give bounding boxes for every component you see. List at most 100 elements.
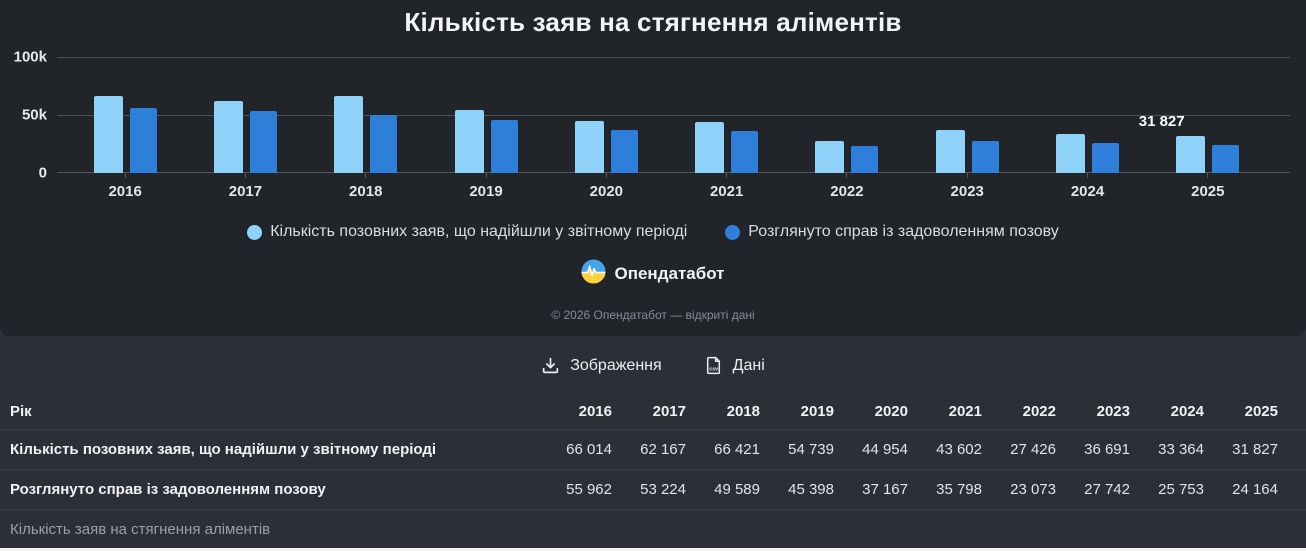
year-header-cell: 2025 [1244, 402, 1278, 420]
bar-group-2017 [185, 57, 305, 173]
download-icon [541, 356, 560, 375]
value-cell: 27 742 [1084, 481, 1130, 498]
x-axis-tick [244, 173, 246, 178]
bar-group-2024 [1027, 57, 1147, 173]
download-data-button[interactable]: csv Дані [704, 356, 765, 375]
x-axis-slot-2025: 2025 [1148, 173, 1268, 200]
x-axis-label: 2019 [469, 183, 503, 200]
value-cell: 37 167 [862, 481, 908, 498]
gridline-50k [57, 115, 1290, 116]
bar-series-1-2016[interactable] [129, 108, 157, 173]
bar-group-2023 [907, 57, 1027, 173]
x-axis-label: 2016 [108, 183, 142, 200]
x-axis-slot-2021: 2021 [666, 173, 786, 200]
bar-series-1-2025[interactable] [1212, 145, 1240, 173]
table-row-label: Розглянуто справ із задоволенням позову [10, 481, 326, 498]
x-axis-slot-2017: 2017 [185, 173, 305, 200]
year-header-cell: 2018 [726, 402, 760, 420]
table-row: Розглянуто справ із задоволенням позову … [0, 470, 1306, 510]
year-header-cell: 2024 [1170, 402, 1204, 420]
bar-series-1-2018[interactable] [370, 115, 398, 173]
year-header-cell: 2023 [1096, 402, 1130, 420]
value-cell: 43 602 [936, 441, 982, 458]
bar-series-0-2022[interactable] [815, 141, 845, 173]
value-cell: 33 364 [1158, 441, 1204, 458]
bar-series-1-2020[interactable] [610, 130, 638, 173]
x-axis-tick [1087, 173, 1089, 178]
x-axis-label: 2017 [228, 183, 263, 200]
x-axis-line [57, 172, 1290, 173]
chart-title: Кількість заяв на стягнення аліментів [404, 7, 902, 37]
bar-series-0-2021[interactable] [695, 122, 725, 173]
bar-series-1-2022[interactable] [851, 146, 879, 173]
value-cell: 55 962 [566, 481, 612, 498]
bar-group-2018 [306, 57, 426, 173]
x-axis-label: 2025 [1191, 183, 1225, 200]
x-axis-slot-2022: 2022 [787, 173, 907, 200]
bar-series-0-2023[interactable] [935, 130, 965, 173]
copyright-text: © 2026 Опендатабот — відкриті дані [551, 308, 755, 322]
gridline-100k [57, 57, 1290, 58]
year-header-cell: 2022 [1022, 402, 1056, 420]
x-axis-tick [485, 173, 487, 178]
value-cell: 66 421 [714, 441, 760, 458]
csv-file-icon: csv [704, 356, 723, 375]
bar-group-2020 [546, 57, 666, 173]
x-axis-label: 2018 [349, 183, 383, 200]
legend-dot-icon [725, 224, 741, 240]
bar-series-1-2019[interactable] [490, 120, 518, 173]
bar-series-1-2021[interactable] [731, 131, 759, 173]
bar-series-0-2019[interactable] [454, 110, 484, 173]
value-cell: 36 691 [1084, 441, 1130, 458]
bar-series-1-2023[interactable] [971, 141, 999, 173]
bar-series-0-2025[interactable] [1176, 136, 1206, 173]
bar-group-2019 [426, 57, 546, 173]
value-cell: 49 589 [714, 481, 760, 498]
x-axis-tick [726, 173, 728, 178]
x-axis-tick [124, 173, 126, 178]
bar-series-0-2024[interactable] [1056, 134, 1086, 173]
bar-group-2016 [65, 57, 185, 173]
bar-series-0-2016[interactable] [93, 96, 123, 173]
value-cell: 45 398 [788, 481, 834, 498]
x-axis-slot-2018: 2018 [306, 173, 426, 200]
download-image-button[interactable]: Зображення [541, 356, 662, 375]
page-caption: Кількість заяв на стягнення аліментів [10, 521, 271, 538]
value-cell: 23 073 [1010, 481, 1056, 498]
x-axis-tick [365, 173, 367, 178]
bar-series-1-2024[interactable] [1092, 143, 1120, 173]
bar-group-2025: 31 827 [1139, 57, 1268, 173]
value-cell: 66 014 [566, 441, 612, 458]
value-cell: 31 827 [1232, 441, 1278, 458]
year-header-cell: 2020 [874, 402, 908, 420]
bar-chart: 100k 50k 0 31 827 [14, 49, 1290, 182]
opendatabot-brand[interactable]: Опендатабот [0, 259, 1306, 289]
y-tick-label: 100k [13, 48, 47, 66]
x-axis-slot-2020: 2020 [546, 173, 666, 200]
bar-series-1-2017[interactable] [249, 111, 277, 173]
bar-series-0-2018[interactable] [334, 96, 364, 173]
legend-label: Розглянуто справ із задоволенням позову [748, 223, 1059, 240]
legend-item-series-1[interactable]: Розглянуто справ із задоволенням позову [725, 223, 1059, 241]
x-axis-label: 2022 [830, 183, 864, 200]
data-table: Рік 2016 2017 2018 2019 2020 2021 2022 2023 2024… [0, 393, 1306, 510]
download-image-label: Зображення [570, 356, 662, 374]
value-cell: 54 739 [788, 441, 834, 458]
bar-series-0-2017[interactable] [213, 101, 243, 173]
table-header-row: Рік 2016 2017 2018 2019 2020 2021 2022 2023 2024… [0, 393, 1306, 430]
download-data-label: Дані [732, 356, 765, 374]
year-header-cell: 2016 [578, 402, 612, 420]
x-axis-tick [966, 173, 968, 178]
value-cell: 53 224 [640, 481, 686, 498]
data-point-label: 31 827 [1138, 113, 1185, 130]
x-axis-label: 2024 [1070, 183, 1105, 200]
year-header-cell: 2021 [948, 402, 982, 420]
x-axis-slot-2019: 2019 [426, 173, 546, 200]
chart-legend: Кількість позовних заяв, що надійшли у з… [0, 223, 1306, 241]
bar-groups: 31 827 [65, 57, 1268, 173]
x-axis-slot-2016: 2016 [65, 173, 185, 200]
bar-series-0-2020[interactable] [574, 121, 604, 173]
table-row-label: Кількість позовних заяв, що надійшли у з… [10, 441, 437, 458]
legend-item-series-0[interactable]: Кількість позовних заяв, що надійшли у з… [247, 223, 687, 241]
